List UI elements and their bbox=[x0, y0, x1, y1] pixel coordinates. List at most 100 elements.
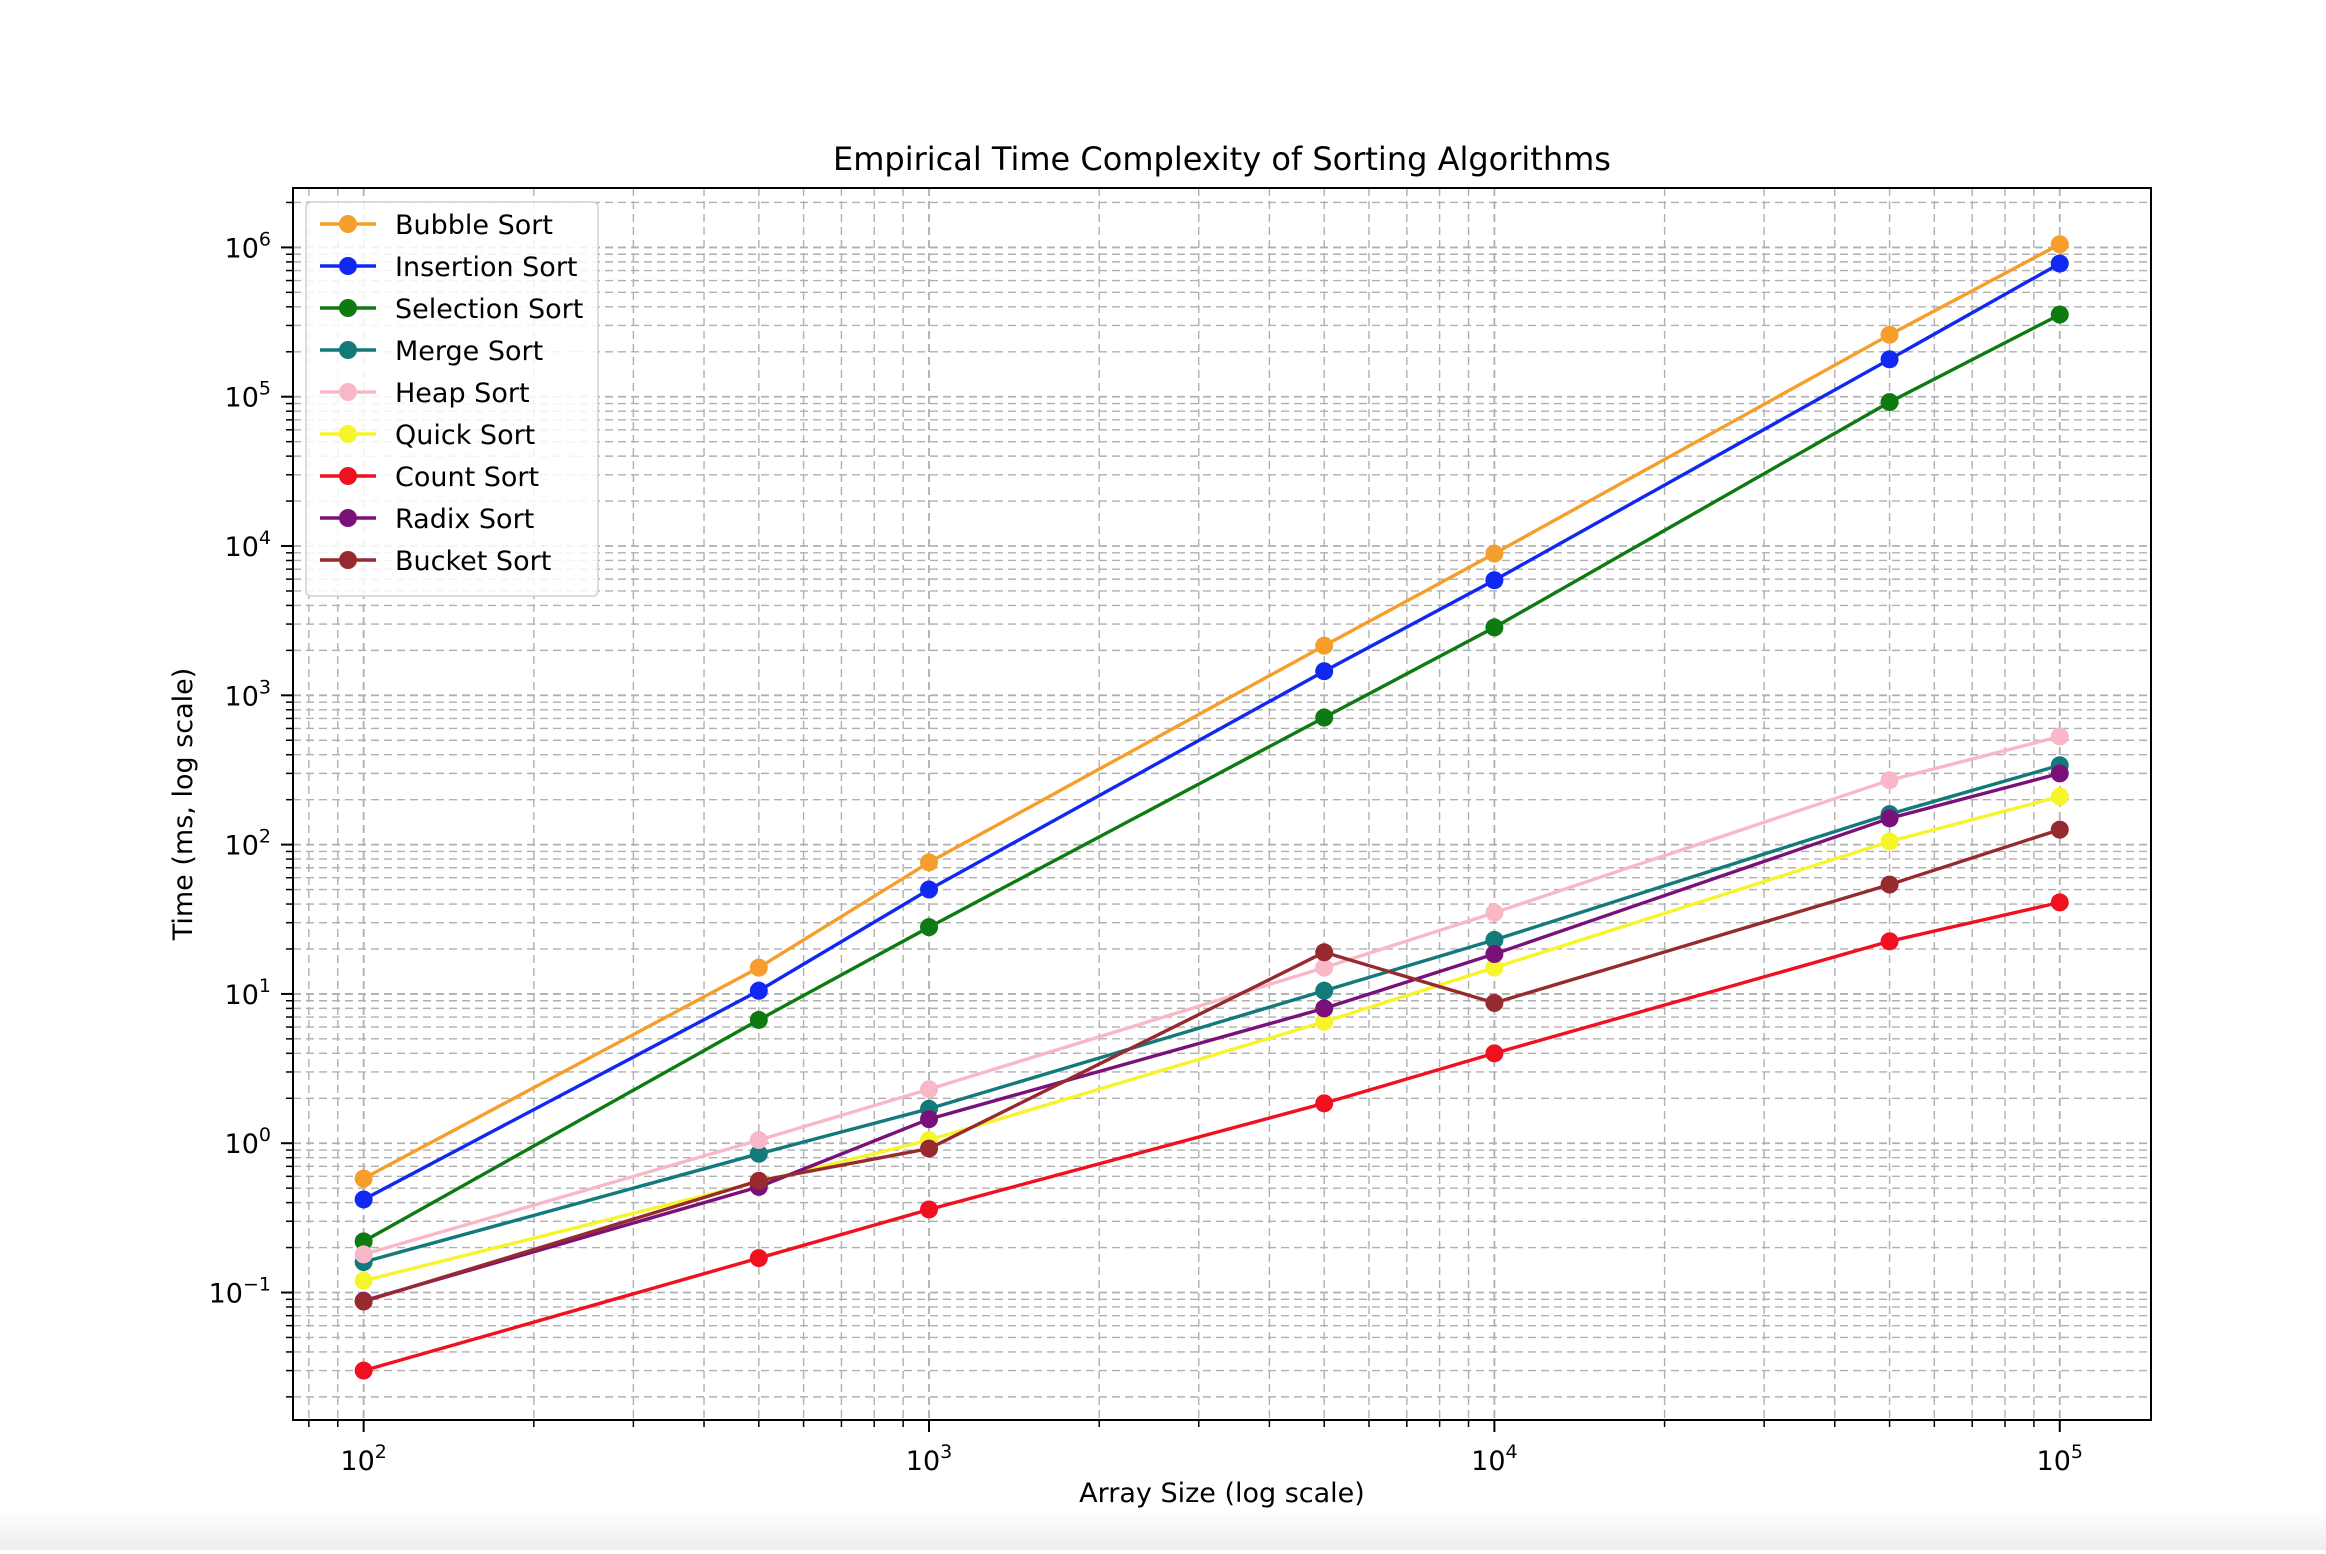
data-point-heap-sort bbox=[354, 1245, 373, 1264]
series-heap-sort bbox=[354, 727, 2069, 1264]
x-tick-label: 102 bbox=[340, 1441, 386, 1477]
data-point-merge-sort bbox=[1485, 930, 1504, 949]
legend-marker bbox=[339, 551, 357, 569]
data-point-bubble-sort bbox=[920, 853, 939, 872]
data-point-radix-sort bbox=[2050, 764, 2069, 783]
legend-item-bubble-sort: Bubble Sort bbox=[320, 210, 553, 241]
y-tick-label: 104 bbox=[225, 527, 271, 563]
y-tick-label: 105 bbox=[225, 378, 271, 414]
data-point-radix-sort bbox=[1315, 999, 1334, 1018]
data-point-heap-sort bbox=[2050, 727, 2069, 746]
data-point-quick-sort bbox=[1880, 832, 1899, 851]
x-tick-label: 104 bbox=[1471, 1441, 1517, 1477]
data-point-radix-sort bbox=[1880, 809, 1899, 828]
data-point-insertion-sort bbox=[749, 981, 768, 1000]
data-point-merge-sort bbox=[749, 1144, 768, 1163]
legend-marker bbox=[339, 425, 357, 443]
y-tick-label: 100 bbox=[225, 1124, 271, 1160]
data-point-bubble-sort bbox=[749, 958, 768, 977]
data-point-bubble-sort bbox=[1485, 544, 1504, 563]
data-point-radix-sort bbox=[920, 1110, 939, 1129]
data-point-selection-sort bbox=[354, 1232, 373, 1251]
legend-box bbox=[305, 201, 599, 597]
data-point-selection-sort bbox=[1485, 618, 1504, 637]
y-tick-label: 103 bbox=[225, 676, 271, 712]
series-line-count-sort bbox=[363, 900, 2061, 1373]
data-point-bubble-sort bbox=[1315, 636, 1334, 655]
data-point-insertion-sort bbox=[354, 1190, 373, 1209]
data-point-bubble-sort bbox=[2050, 235, 2069, 254]
legend-item-bucket-sort: Bucket Sort bbox=[320, 546, 551, 577]
data-point-bubble-sort bbox=[354, 1169, 373, 1188]
data-point-bucket-sort bbox=[1315, 943, 1334, 962]
legend-label: Radix Sort bbox=[395, 504, 534, 535]
legend-marker bbox=[339, 299, 357, 317]
data-point-bucket-sort bbox=[2050, 820, 2069, 839]
data-point-selection-sort bbox=[2050, 305, 2069, 324]
data-point-radix-sort bbox=[1485, 945, 1504, 964]
data-point-count-sort bbox=[1880, 932, 1899, 951]
legend-item-selection-sort: Selection Sort bbox=[320, 294, 583, 325]
data-point-count-sort bbox=[1315, 1094, 1334, 1113]
data-point-quick-sort bbox=[1485, 958, 1504, 977]
y-axis-label: Time (ms, log scale) bbox=[168, 668, 199, 942]
legend-item-radix-sort: Radix Sort bbox=[320, 504, 534, 535]
legend-label: Selection Sort bbox=[395, 294, 583, 325]
x-tick-label: 105 bbox=[2037, 1441, 2083, 1477]
series-bubble-sort bbox=[354, 235, 2069, 1188]
data-point-count-sort bbox=[1485, 1044, 1504, 1063]
data-point-bucket-sort bbox=[749, 1171, 768, 1190]
data-point-bucket-sort bbox=[920, 1139, 939, 1158]
data-point-selection-sort bbox=[920, 918, 939, 937]
legend-item-count-sort: Count Sort bbox=[320, 462, 539, 493]
legend-label: Heap Sort bbox=[395, 378, 530, 409]
plot-frame bbox=[292, 187, 2152, 1421]
data-point-insertion-sort bbox=[1485, 571, 1504, 590]
data-point-heap-sort bbox=[749, 1131, 768, 1150]
legend-marker bbox=[339, 509, 357, 527]
series-radix-sort bbox=[354, 764, 2069, 1310]
data-point-quick-sort bbox=[2050, 787, 2069, 806]
data-point-bucket-sort bbox=[1485, 993, 1504, 1012]
data-point-selection-sort bbox=[749, 1010, 768, 1029]
data-point-selection-sort bbox=[1880, 393, 1899, 412]
y-tick-label: 10−1 bbox=[209, 1274, 271, 1310]
y-tick-label: 102 bbox=[225, 826, 271, 862]
legend-item-insertion-sort: Insertion Sort bbox=[320, 252, 578, 283]
data-point-heap-sort bbox=[1315, 958, 1334, 977]
legend-item-quick-sort: Quick Sort bbox=[320, 420, 535, 451]
data-point-count-sort bbox=[2050, 893, 2069, 912]
data-point-merge-sort bbox=[1315, 981, 1334, 1000]
y-tick-label: 101 bbox=[225, 975, 271, 1011]
y-tick-label: 106 bbox=[225, 228, 271, 264]
data-point-count-sort bbox=[354, 1361, 373, 1380]
series-line-selection-sort bbox=[362, 313, 2061, 1243]
data-point-insertion-sort bbox=[2050, 254, 2069, 273]
series-merge-sort bbox=[354, 756, 2069, 1272]
legend-marker bbox=[339, 383, 357, 401]
series-layer bbox=[354, 235, 2069, 1380]
series-insertion-sort bbox=[354, 254, 2069, 1209]
legend-label: Count Sort bbox=[395, 462, 539, 493]
x-axis-label: Array Size (log scale) bbox=[1079, 1478, 1365, 1509]
x-tick-label: 103 bbox=[906, 1441, 952, 1477]
series-count-sort bbox=[354, 893, 2069, 1380]
legend-item-heap-sort: Heap Sort bbox=[320, 378, 530, 409]
data-point-insertion-sort bbox=[920, 880, 939, 899]
legend-label: Quick Sort bbox=[395, 420, 535, 451]
data-point-count-sort bbox=[749, 1249, 768, 1268]
series-bucket-sort bbox=[354, 820, 2069, 1311]
legend-label: Bucket Sort bbox=[395, 546, 551, 577]
legend-marker bbox=[339, 341, 357, 359]
data-point-heap-sort bbox=[920, 1080, 939, 1099]
ticks: 102 103 104 105 10−1 100 101 102 103 104 105 106 bbox=[209, 201, 2083, 1477]
data-point-bucket-sort bbox=[1880, 875, 1899, 894]
legend-label: Insertion Sort bbox=[395, 252, 578, 283]
series-selection-sort bbox=[354, 305, 2069, 1251]
legend-label: Merge Sort bbox=[395, 336, 543, 367]
data-point-count-sort bbox=[920, 1200, 939, 1219]
legend-marker bbox=[339, 467, 357, 485]
data-point-heap-sort bbox=[1880, 771, 1899, 790]
